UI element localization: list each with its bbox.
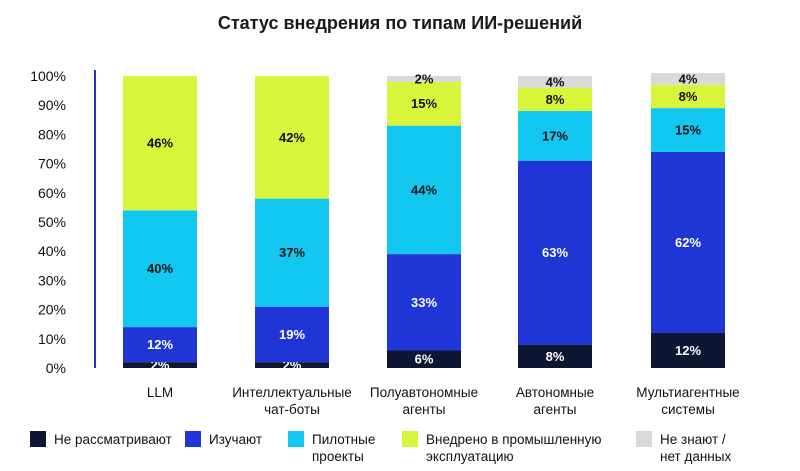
x-axis-labels: LLM Интеллектуальные чат-боты Полуавтономны… [147,385,740,417]
bar-segment [651,332,725,368]
y-tick-label: 0% [46,360,66,376]
bar-segment [255,362,329,368]
y-tick-label: 90% [38,97,66,113]
legend-label: Изучают [209,432,262,447]
x-tick-label: агенты [534,402,577,417]
data-label: 12% [675,343,701,358]
bar-segment [123,76,197,211]
y-tick-label: 60% [38,185,66,201]
data-label: 17% [542,128,568,143]
y-tick-label: 10% [38,331,66,347]
x-tick-label: LLM [147,385,173,400]
data-label: 62% [675,235,701,250]
legend-swatch [288,431,304,447]
bar-segment [255,198,329,307]
y-tick-label: 30% [38,272,66,288]
x-tick-label: Полуавтономные [370,385,478,400]
legend-swatch [185,431,201,447]
y-tick-label: 20% [38,302,66,318]
legend-label: Не рассматривают [54,432,172,447]
y-tick-label: 40% [38,243,66,259]
data-label: 33% [411,295,437,310]
x-tick-label: Автономные [516,385,594,400]
bar-segment [255,76,329,199]
bar-segment [651,84,725,109]
bar-segment [651,73,725,85]
y-tick-label: 100% [30,68,66,84]
data-label: 2% [415,71,434,86]
bar-segment [518,76,592,88]
y-tick-label: 80% [38,126,66,142]
legend-label: Внедрено в промышленную [426,432,602,447]
legend-label: эксплуатацию [426,449,514,464]
legend-swatch [30,431,46,447]
data-label: 44% [411,182,437,197]
bar-segment [387,125,461,255]
x-tick-label: чат-боты [264,402,320,417]
x-tick-label: агенты [403,402,446,417]
legend-label: проекты [312,449,364,464]
data-label: 8% [679,89,698,104]
x-tick-label: системы [661,402,715,417]
bar-segment [518,160,592,345]
bar-segment [255,306,329,363]
data-label: 12% [147,337,173,352]
legend-label: нет данных [660,449,731,464]
data-label: 37% [279,245,305,260]
bar-segment [123,327,197,363]
data-label: 42% [279,130,305,145]
bar-segment [123,210,197,328]
legend-label: Пилотные [312,432,375,447]
y-tick-label: 70% [38,156,66,172]
data-label: 19% [279,327,305,342]
legend-swatch [636,431,652,447]
y-axis: 0% 10% 20% 30% 40% 50% 60% 70% 80% 90% 100% [30,68,96,376]
data-label: 15% [675,123,701,138]
data-label: 8% [546,349,565,364]
legend-label: Не знают / [660,432,726,447]
data-label: 4% [679,71,698,86]
data-label: 40% [147,261,173,276]
x-tick-label: Интеллектуальные [232,385,352,400]
data-label: 46% [147,136,173,151]
data-label: 8% [546,92,565,107]
bar-segment [651,108,725,152]
legend-swatch [402,431,418,447]
bar-segment [387,81,461,126]
bar-segment [123,362,197,368]
bars: 2%12%40%46%2%19%37%42%6%33%44%15%2%8%63%… [123,71,725,373]
bar-segment [518,111,592,161]
chart-title: Статус внедрения по типам ИИ-решений [218,13,582,33]
y-tick-label: 50% [38,214,66,230]
legend: Не рассматривают Изучают Пилотные проекты Вн… [30,431,731,464]
data-label: 63% [542,245,568,260]
bar-segment [651,151,725,333]
data-label: 6% [415,352,434,367]
bar-segment [387,254,461,351]
bar-segment [518,344,592,368]
bar-segment [518,87,592,112]
data-label: 4% [546,74,565,89]
x-tick-label: Мультиагентные [636,385,739,400]
bar-segment [387,76,461,82]
bar-segment [387,350,461,368]
data-label: 15% [411,96,437,111]
